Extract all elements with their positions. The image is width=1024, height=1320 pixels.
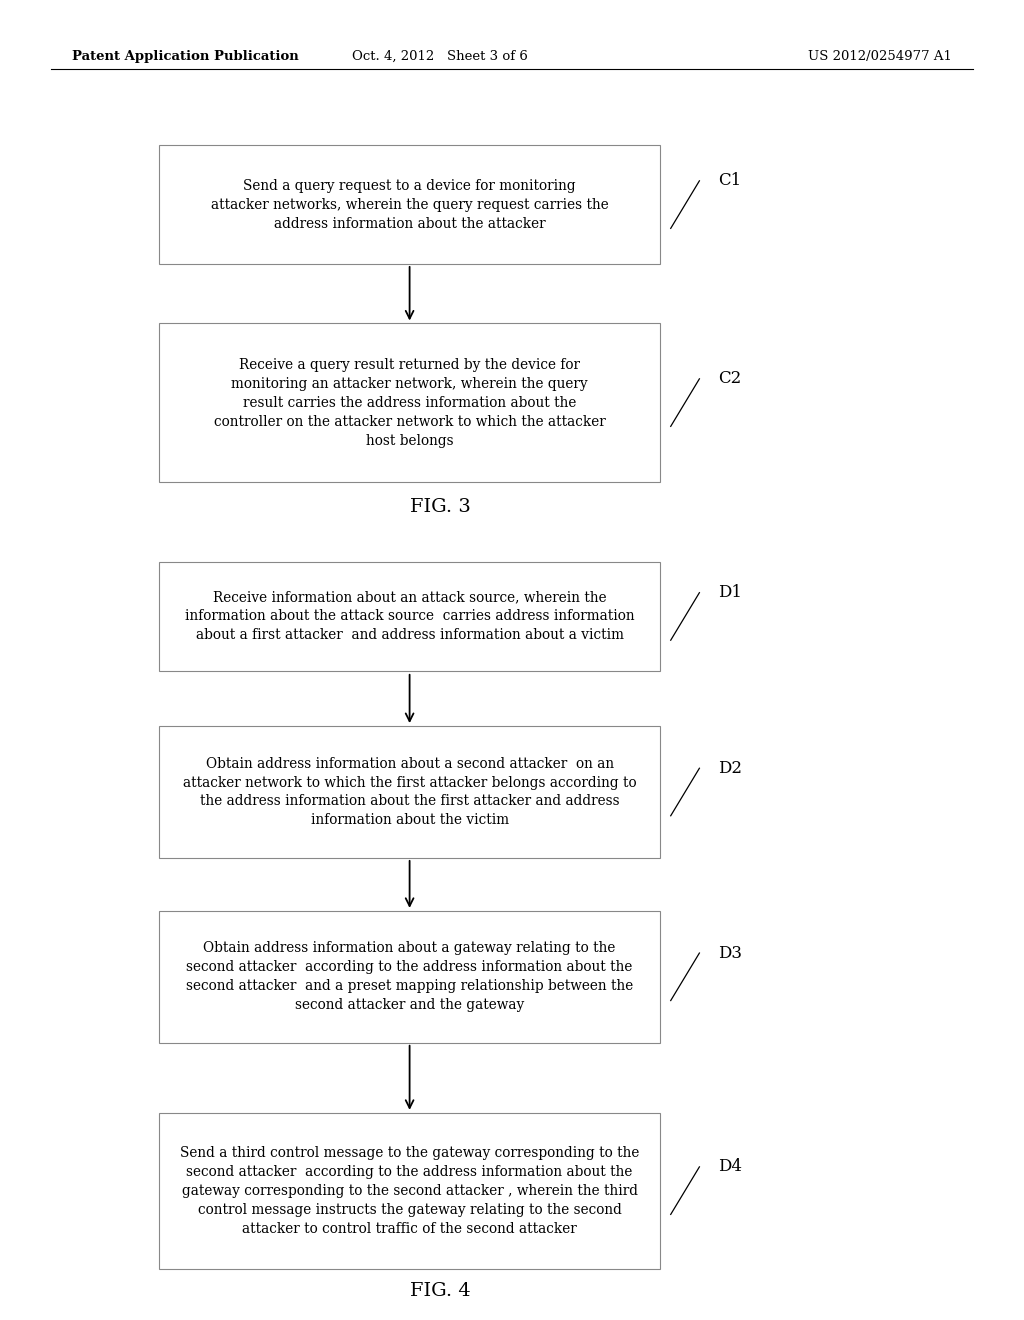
Text: US 2012/0254977 A1: US 2012/0254977 A1 [808, 50, 952, 63]
Text: Obtain address information about a second attacker  on an
attacker network to wh: Obtain address information about a secon… [183, 756, 636, 828]
Text: D1: D1 [718, 585, 741, 601]
Text: D3: D3 [718, 945, 741, 961]
Bar [159, 911, 660, 1043]
Text: D4: D4 [718, 1159, 741, 1175]
Text: Obtain address information about a gateway relating to the
second attacker  acco: Obtain address information about a gatew… [186, 941, 633, 1012]
Text: C2: C2 [718, 371, 741, 387]
Text: Patent Application Publication: Patent Application Publication [72, 50, 298, 63]
Text: C1: C1 [718, 173, 741, 189]
Bar [159, 145, 660, 264]
Text: FIG. 3: FIG. 3 [410, 498, 471, 516]
Text: D2: D2 [718, 760, 741, 776]
Text: Receive information about an attack source, wherein the
information about the at: Receive information about an attack sour… [184, 590, 635, 643]
Text: Send a third control message to the gateway corresponding to the
second attacker: Send a third control message to the gate… [180, 1146, 639, 1236]
Text: Send a query request to a device for monitoring
attacker networks, wherein the q: Send a query request to a device for mon… [211, 178, 608, 231]
Bar [159, 323, 660, 482]
Text: FIG. 4: FIG. 4 [410, 1282, 471, 1300]
Bar [159, 726, 660, 858]
Bar [159, 1113, 660, 1269]
Text: Receive a query result returned by the device for
monitoring an attacker network: Receive a query result returned by the d… [214, 358, 605, 447]
Text: Oct. 4, 2012   Sheet 3 of 6: Oct. 4, 2012 Sheet 3 of 6 [352, 50, 528, 63]
Bar [159, 562, 660, 671]
